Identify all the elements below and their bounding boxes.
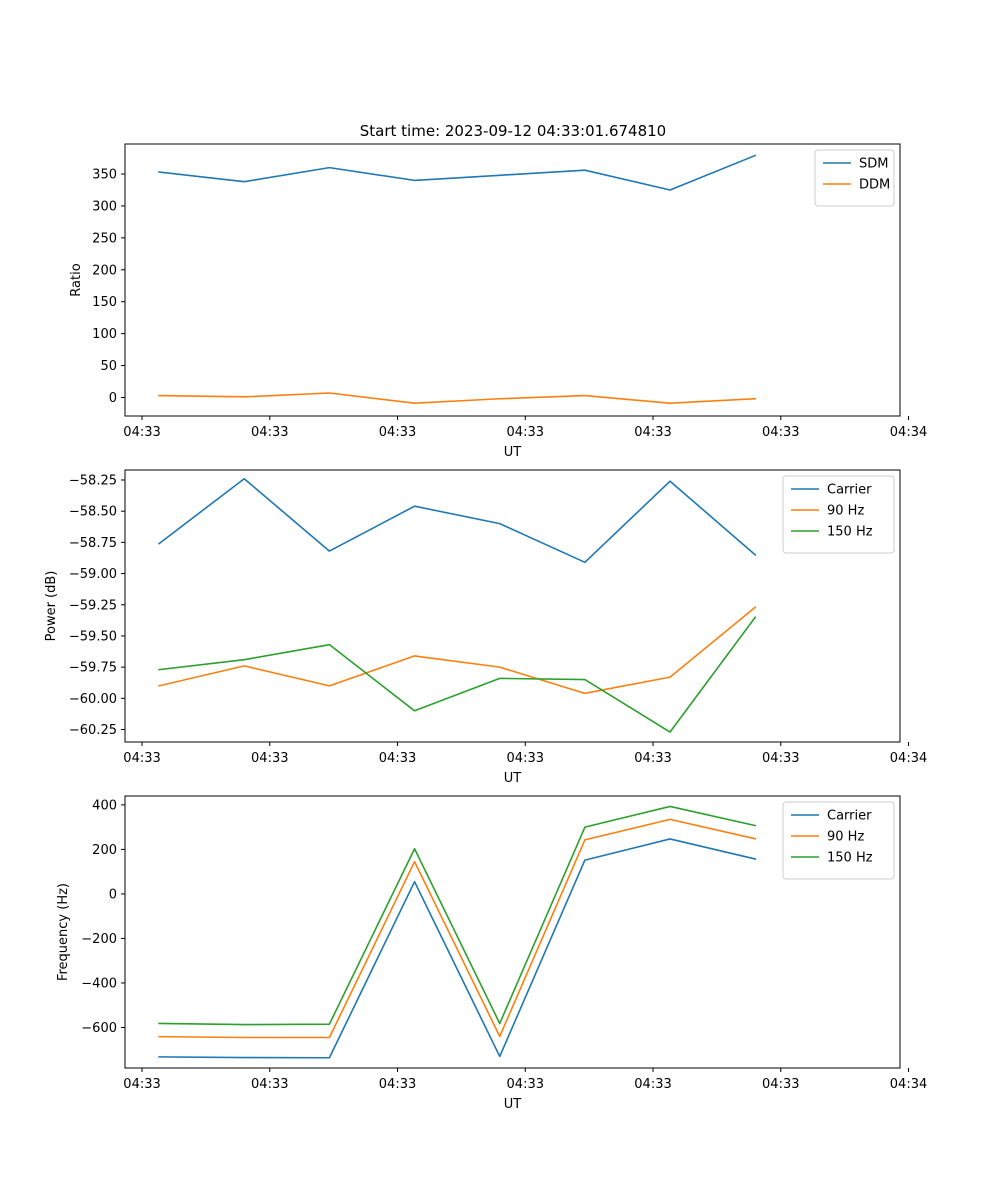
ratio-legend-label: SDM <box>859 157 888 172</box>
frequency-panel: 04:33 04:33 04:33 04:33 04:33 04:33 04:34 400 20… <box>56 795 927 1112</box>
power-series-90-hz-line <box>158 606 757 695</box>
ratio-series-sdm-line <box>158 154 757 191</box>
frequency-x-tick-label: 04:33 <box>251 1077 288 1092</box>
power-y-tick-label: −59.25 <box>69 598 117 613</box>
power-x-tick-label: 04:33 <box>634 751 671 766</box>
ratio-x-tick-label: 04:33 <box>251 425 288 440</box>
ratio-y-tick-label: 250 <box>92 231 117 246</box>
frequency-x-tick-label: 04:34 <box>890 1077 927 1092</box>
frequency-y-tick-label: 200 <box>92 843 117 858</box>
frequency-legend-label: Carrier <box>827 809 872 824</box>
ratio-legend: SDM DDM <box>814 149 895 207</box>
frequency-y-tick-label: −200 <box>81 932 117 947</box>
power-y-tick-label: −60.00 <box>69 692 117 707</box>
chart-title: Start time: 2023-09-12 04:33:01.674810 <box>360 122 666 140</box>
frequency-x-tick-label: 04:33 <box>762 1077 799 1092</box>
ratio-x-tick-label: 04:34 <box>890 425 927 440</box>
ratio-y-tick-label: 150 <box>92 295 117 310</box>
frequency-axes-frame <box>124 795 901 1069</box>
power-x-tick-label: 04:33 <box>123 751 160 766</box>
frequency-x-axis-label: UT <box>504 1097 522 1112</box>
ratio-y-tick-label: 50 <box>100 359 117 374</box>
ratio-x-tick-label: 04:33 <box>379 425 416 440</box>
ratio-x-tick-label: 04:33 <box>123 425 160 440</box>
frequency-y-tick-label: −400 <box>81 976 117 991</box>
power-y-axis-label: Power (dB) <box>44 571 59 642</box>
ratio-series-ddm-line <box>158 392 757 405</box>
frequency-x-tick-label: 04:33 <box>123 1077 160 1092</box>
power-x-tick-label: 04:33 <box>379 751 416 766</box>
frequency-y-axis-label: Frequency (Hz) <box>56 883 71 981</box>
ratio-y-axis-label: Ratio <box>69 263 84 296</box>
power-y-tick-label: −59.50 <box>69 629 117 644</box>
frequency-y-tick-label: −600 <box>81 1021 117 1036</box>
frequency-y-tick-label: 0 <box>109 887 117 902</box>
frequency-x-tick-label: 04:33 <box>634 1077 671 1092</box>
ratio-y-tick-label: 350 <box>92 168 117 183</box>
frequency-series-carrier-line <box>158 838 757 1059</box>
frequency-x-tick-label: 04:33 <box>379 1077 416 1092</box>
power-legend: Carrier 90 Hz 150 Hz <box>782 475 895 554</box>
power-legend-label: 150 Hz <box>827 525 873 540</box>
power-legend-label: Carrier <box>827 483 872 498</box>
power-series-carrier-line <box>157 477 757 564</box>
ratio-x-tick-label: 04:33 <box>762 425 799 440</box>
ratio-axes-frame <box>124 143 901 417</box>
ratio-x-axis-label: UT <box>504 445 522 460</box>
power-y-tick-label: −59.75 <box>69 661 117 676</box>
ratio-legend-box <box>814 149 895 207</box>
power-x-axis-label: UT <box>504 771 522 786</box>
ratio-panel: 04:33 04:33 04:33 04:33 04:33 04:33 04:34 0 50 10… <box>69 143 927 460</box>
power-axes-frame <box>124 469 901 743</box>
power-legend-box <box>782 475 895 554</box>
power-y-tick-label: −58.50 <box>69 505 117 520</box>
frequency-x-tick-label: 04:33 <box>507 1077 544 1092</box>
frequency-series-90-hz-line <box>158 818 757 1039</box>
ratio-x-tick-label: 04:33 <box>507 425 544 440</box>
ratio-x-tick-label: 04:33 <box>634 425 671 440</box>
power-y-tick-label: −58.75 <box>69 536 117 551</box>
power-x-tick-label: 04:33 <box>251 751 288 766</box>
power-y-tick-label: −59.00 <box>69 567 117 582</box>
power-x-tick-label: 04:34 <box>890 751 927 766</box>
ratio-y-tick-label: 200 <box>92 263 117 278</box>
ratio-y-tick-label: 300 <box>92 199 117 214</box>
frequency-legend-box <box>782 801 895 880</box>
power-series-150-hz-line <box>158 616 757 733</box>
power-x-tick-label: 04:33 <box>507 751 544 766</box>
power-y-tick-label: −60.25 <box>69 723 117 738</box>
power-x-tick-label: 04:33 <box>762 751 799 766</box>
frequency-y-tick-label: 400 <box>92 798 117 813</box>
frequency-series-150-hz-line <box>158 805 757 1026</box>
power-panel: 04:33 04:33 04:33 04:33 04:33 04:33 04:34 −58.2… <box>44 469 927 786</box>
frequency-legend-label: 90 Hz <box>827 830 864 845</box>
frequency-legend: Carrier 90 Hz 150 Hz <box>782 801 895 880</box>
ratio-legend-label: DDM <box>859 178 890 193</box>
frequency-legend-label: 150 Hz <box>827 851 873 866</box>
power-y-tick-label: −58.25 <box>69 473 117 488</box>
ratio-y-tick-label: 0 <box>109 391 117 406</box>
ratio-y-tick-label: 100 <box>92 327 117 342</box>
power-legend-label: 90 Hz <box>827 504 864 519</box>
